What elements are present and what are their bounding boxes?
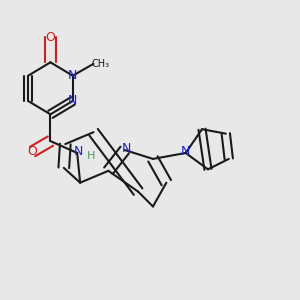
Text: N: N [181,145,190,158]
Text: N: N [74,145,83,158]
Text: CH₃: CH₃ [92,59,110,69]
Text: O: O [28,145,38,158]
Text: O: O [46,31,56,44]
Text: N: N [122,142,131,155]
Text: N: N [68,94,77,107]
Text: N: N [68,69,77,82]
Text: H: H [87,151,96,161]
